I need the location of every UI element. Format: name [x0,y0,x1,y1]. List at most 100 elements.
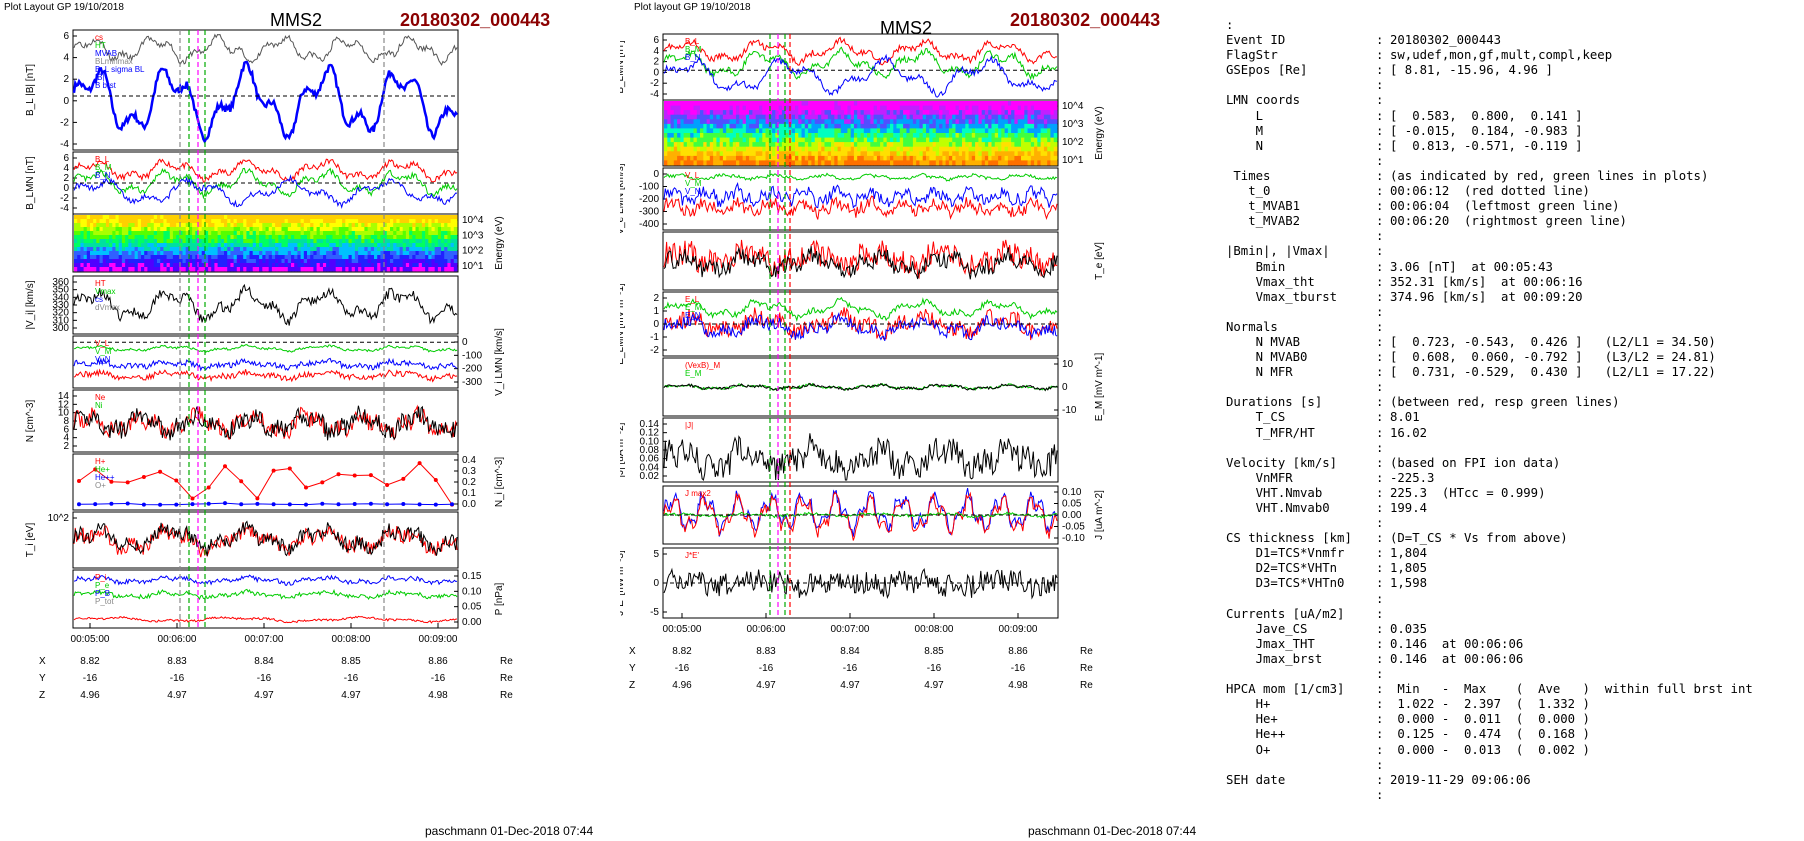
spectrogram-cell [821,151,825,157]
spectrogram-cell [243,251,247,256]
spectrogram-cell [690,151,694,157]
spectrogram-cell [837,137,842,143]
spectrogram-cell [150,251,155,256]
spectrogram-cell [837,114,842,120]
spectrogram-cell [713,128,717,134]
spectrogram-cell [1004,160,1009,166]
spectrogram-cell [752,110,757,116]
spectrogram-cell [364,251,368,256]
info-key: N MVAB [1226,334,1301,349]
spectrogram-cell [870,110,874,116]
spectrogram-cell [922,119,927,125]
spectrogram-cell [83,263,88,268]
spectrogram-cell [700,114,704,120]
legend-entry: V_M [95,347,112,356]
spectrogram-cell [74,247,78,252]
spectrogram-cell [179,231,183,236]
spectrogram-cell [102,255,107,260]
spectrogram-cell [788,151,793,157]
spectrogram-cell [673,133,678,138]
spectrogram-cell [958,105,963,111]
spectrogram-cell [981,119,986,125]
spectrogram-cell [338,219,343,224]
spectrogram-cell [778,137,783,143]
spectrogram-cell [316,227,321,232]
spectrogram-cell [749,146,753,152]
spectrogram-cell [670,123,675,129]
spectrogram-cell [402,263,407,268]
spectrogram-cell [739,123,743,129]
spectrogram-cell [172,251,177,256]
spectrogram-cell [664,142,668,148]
spectrogram-cell [278,263,282,268]
legend-entry: |B| [95,73,105,82]
y-tick-label: 0 [1062,382,1068,393]
spectrogram-cell [380,259,384,264]
spectrogram-cell [857,160,861,166]
spectrogram-cell [890,110,894,116]
y-tick-label: 10 [1062,359,1074,370]
info-line: Vmax_tburst:374.96 [km/s] at 00:09:20 [1226,290,1801,305]
spectrogram-cell [220,259,225,264]
spectrogram-cell [680,137,685,143]
spectrogram-cell [192,251,196,256]
spectrogram-cell [844,146,848,152]
spectrogram-cell [922,110,927,116]
spectrogram-cell [736,137,740,143]
spectrogram-cell [876,128,881,134]
spectrogram-cell [214,247,218,252]
spectrogram-cell [1043,110,1048,116]
spectrogram-cell [890,119,894,125]
spectrogram-cell [345,259,349,264]
spectrogram-cell [402,215,407,220]
spectrogram-cell [294,239,298,244]
spectrogram-cell [1043,123,1048,129]
spectrogram-cell [77,215,81,220]
spectrogram-cell [1053,146,1058,152]
spectrogram-cell [893,142,897,148]
spectrogram-cell [326,219,330,224]
spectrogram-cell [252,215,257,220]
spectrogram-cell [929,133,933,138]
spectrogram-cell [870,128,874,134]
spectrogram-cell [109,267,113,272]
info-line: Normals: [1226,320,1801,335]
spectrogram-cell [713,105,717,111]
spectrogram-cell [824,146,829,152]
spectrogram-cell [233,215,238,220]
spectrogram-cell [396,255,400,260]
spectrogram-cell [971,133,976,138]
spectrogram-cell [444,231,448,236]
spectrogram-cell [978,133,983,138]
spectrogram-cell [153,223,158,228]
spectrogram-cell [824,155,829,161]
spectrogram-cell [795,151,799,157]
spectrogram-cell [409,215,413,220]
spectrogram-cell [765,110,770,116]
spectrogram-cell [134,255,139,260]
spectrogram-cell [236,251,241,256]
spectrogram-cell [886,146,891,152]
spectrogram-cell [693,142,698,148]
series-line [78,502,453,506]
spectrogram-cell [83,219,88,224]
spectrogram-cell [788,119,793,125]
spectrogram-cell [444,263,448,268]
spectrogram-cell [354,223,359,228]
spectrogram-cell [99,243,104,248]
info-colon: : [1376,365,1384,380]
spectrogram-cell [447,263,451,268]
y-tick-label: 2 [653,57,659,68]
spectrogram-cell [125,215,129,220]
spectrogram-cell [778,128,783,134]
spectrogram-cell [1053,142,1058,148]
spectrogram-cell [434,247,439,252]
info-key: VHT.Nmvab0 [1226,501,1330,515]
spectrogram-cell [421,263,426,268]
spectrogram-cell [863,146,868,152]
spectrogram-cell [220,239,225,244]
spectrogram-cell [265,255,270,260]
spectrogram-cell [693,137,698,143]
spectrogram-cell [425,231,429,236]
spectrogram-cell [880,114,884,120]
